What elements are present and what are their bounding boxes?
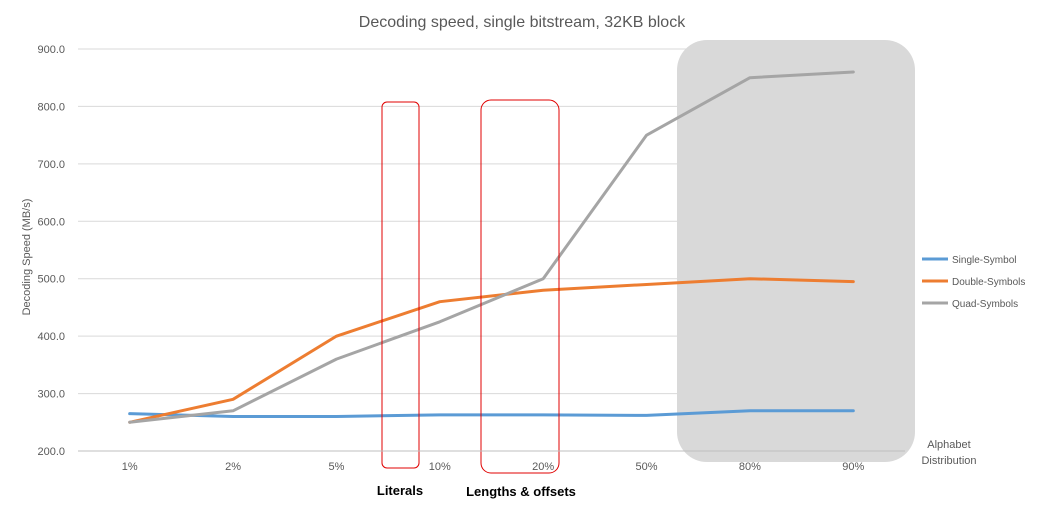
y-axis-label: Decoding Speed (MB/s) bbox=[21, 199, 33, 316]
x-tick-label: 1% bbox=[122, 461, 138, 473]
y-tick-label: 800.0 bbox=[37, 101, 65, 113]
annotation-label-lengths-offsets: Lengths & offsets bbox=[466, 484, 576, 499]
x-axis-label-line2: Distribution bbox=[921, 455, 976, 467]
annotation-label-literals: Literals bbox=[377, 483, 423, 498]
y-tick-label: 300.0 bbox=[37, 389, 65, 401]
x-tick-label: 5% bbox=[328, 461, 344, 473]
literals-highlight-box bbox=[382, 102, 419, 468]
annotation-boxes bbox=[382, 100, 559, 473]
x-tick-label: 80% bbox=[739, 461, 761, 473]
chart-title: Decoding speed, single bitstream, 32KB b… bbox=[359, 14, 686, 31]
x-tick-label: 10% bbox=[429, 461, 451, 473]
x-tick-label: 2% bbox=[225, 461, 241, 473]
x-tick-label: 50% bbox=[636, 461, 658, 473]
legend: Single-Symbol Double-Symbols Quad-Symbols bbox=[922, 255, 1025, 310]
lengths-offsets-highlight-box bbox=[481, 100, 559, 473]
y-tick-label: 900.0 bbox=[37, 44, 65, 56]
shaded-region bbox=[677, 40, 915, 462]
x-tick-label: 90% bbox=[842, 461, 864, 473]
y-tick-label: 600.0 bbox=[37, 216, 65, 228]
legend-label: Quad-Symbols bbox=[952, 299, 1018, 310]
x-tick-label: 20% bbox=[532, 461, 554, 473]
y-tick-label: 500.0 bbox=[37, 274, 65, 286]
y-tick-label: 400.0 bbox=[37, 331, 65, 343]
y-tick-label: 200.0 bbox=[37, 446, 65, 458]
y-tick-label: 700.0 bbox=[37, 159, 65, 171]
legend-label: Double-Symbols bbox=[952, 277, 1025, 288]
legend-label: Single-Symbol bbox=[952, 255, 1016, 266]
x-axis-label-line1: Alphabet bbox=[927, 439, 970, 451]
